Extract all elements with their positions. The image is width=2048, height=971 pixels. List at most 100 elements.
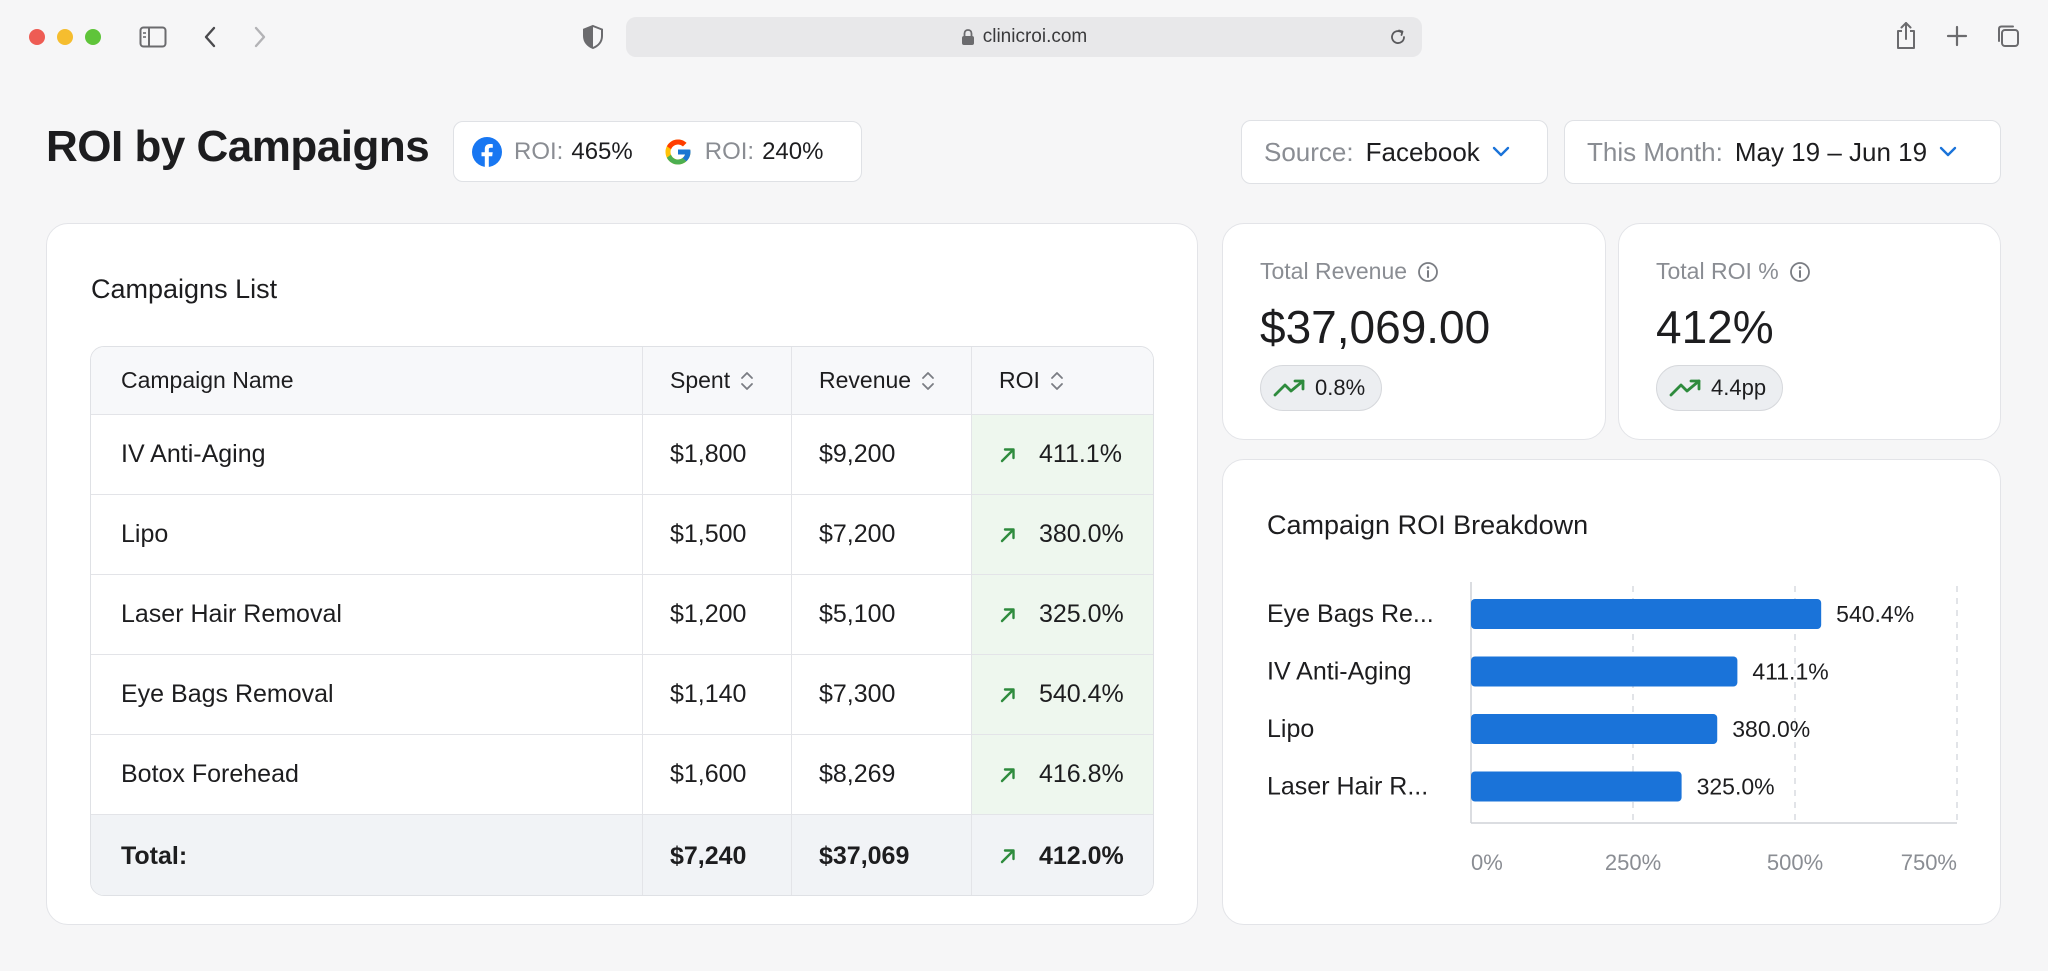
maximize-window-button[interactable] (85, 29, 101, 45)
new-tab-icon[interactable] (1944, 22, 1970, 50)
url-text: clinicroi.com (982, 26, 1088, 47)
x-tick-label: 500% (1767, 850, 1823, 875)
spent-cell: $1,140 (643, 655, 792, 734)
total-roi-value: 412% (1656, 301, 1774, 353)
roi-value: 411.1% (1039, 440, 1122, 468)
data-label: 380.0% (1732, 716, 1810, 742)
spent-cell: $1,600 (643, 735, 792, 814)
date-range-dropdown-label: This Month: (1587, 136, 1723, 167)
sort-icon[interactable] (740, 370, 754, 392)
spent-cell: $1,200 (643, 575, 792, 654)
revenue-cell: $7,300 (792, 655, 972, 734)
trending-up-icon (1273, 378, 1307, 398)
campaign-roi-breakdown-card: Campaign ROI Breakdown 0% 250% 500% 750% Eye… (1222, 459, 2001, 925)
table-row[interactable]: Laser Hair Removal $1,200 $5,100 325.0% (91, 575, 1153, 655)
trend-up-arrow-icon (999, 446, 1017, 464)
spent-cell: $1,500 (643, 495, 792, 574)
google-roi-value: 240% (762, 137, 824, 165)
revenue-cell: $7,200 (792, 495, 972, 574)
roi-cell: 540.4% (972, 655, 1153, 734)
column-header-roi[interactable]: ROI (972, 347, 1153, 414)
campaign-name-cell: Eye Bags Removal (91, 655, 643, 734)
bar (1471, 714, 1718, 744)
campaigns-list-title: Campaigns List (91, 274, 278, 304)
table-total-row: Total: $7,240 $37,069 412.0% (91, 815, 1153, 895)
total-roi-label: Total ROI % (1656, 258, 1811, 285)
total-revenue-cell: $37,069 (792, 815, 972, 895)
table-header-row: Campaign Name Spent Revenue ROI (91, 347, 1153, 415)
table-row[interactable]: Lipo $1,500 $7,200 380.0% (91, 495, 1153, 575)
reload-icon[interactable] (1388, 27, 1408, 47)
roi-value: 540.4% (1039, 680, 1124, 708)
trend-up-arrow-icon (999, 766, 1017, 784)
close-window-button[interactable] (29, 29, 45, 45)
page-title: ROI by Campaigns (46, 122, 430, 171)
data-label: 411.1% (1752, 659, 1828, 685)
column-header-revenue[interactable]: Revenue (792, 347, 972, 414)
date-range-dropdown[interactable]: This Month: May 19 – Jun 19 (1564, 120, 2001, 184)
sort-icon[interactable] (1050, 370, 1064, 392)
trending-up-icon (1669, 378, 1703, 398)
roi-summary-pill: ROI: 465% ROI: 240% (453, 121, 862, 182)
minimize-window-button[interactable] (57, 29, 73, 45)
lock-icon (961, 28, 975, 46)
table-row[interactable]: Botox Forehead $1,600 $8,269 416.8% (91, 735, 1153, 815)
roi-value: 416.8% (1039, 760, 1124, 788)
roi-cell: 325.0% (972, 575, 1153, 654)
roi-bar-chart: 0% 250% 500% 750% Eye Bags Re... 540.4% IV Ant… (1267, 582, 1958, 875)
roi-value: 380.0% (1039, 520, 1124, 548)
campaigns-table: Campaign Name Spent Revenue ROI IV Anti-… (90, 346, 1154, 896)
data-label: 540.4% (1836, 601, 1914, 627)
roi-cell: 380.0% (972, 495, 1153, 574)
total-roi-cell: 412.0% (972, 815, 1153, 895)
source-dropdown-label: Source: (1264, 136, 1354, 167)
google-icon (663, 137, 693, 167)
info-icon[interactable] (1789, 261, 1811, 283)
column-header-campaign-name[interactable]: Campaign Name (91, 347, 643, 414)
facebook-roi-label: ROI: (514, 137, 564, 165)
campaign-name-cell: Botox Forehead (91, 735, 643, 814)
trend-up-arrow-icon (999, 526, 1017, 544)
category-label: Eye Bags Re... (1267, 600, 1434, 628)
chevron-down-icon (1492, 146, 1510, 158)
share-icon[interactable] (1892, 20, 1920, 52)
roi-cell: 411.1% (972, 415, 1153, 494)
total-revenue-label: Total Revenue (1260, 258, 1439, 285)
column-header-spent[interactable]: Spent (643, 347, 792, 414)
spent-cell: $1,800 (643, 415, 792, 494)
trend-up-arrow-icon (999, 606, 1017, 624)
total-roi-value: 412.0% (1039, 841, 1124, 870)
facebook-roi-value: 465% (571, 137, 633, 165)
sidebar-toggle-icon[interactable] (137, 22, 169, 52)
google-roi-label: ROI: (704, 137, 755, 165)
trend-up-arrow-icon (999, 847, 1017, 865)
revenue-trend-value: 0.8% (1315, 375, 1366, 400)
total-spent-cell: $7,240 (643, 815, 792, 895)
source-dropdown-value: Facebook (1365, 136, 1480, 167)
total-revenue-value: $37,069.00 (1260, 301, 1491, 353)
x-tick-label: 250% (1605, 850, 1661, 875)
total-label-cell: Total: (91, 815, 643, 895)
table-row[interactable]: IV Anti-Aging $1,800 $9,200 411.1% (91, 415, 1153, 495)
chevron-down-icon (1939, 146, 1957, 158)
roi-value: 325.0% (1039, 600, 1124, 628)
browser-toolbar: clinicroi.com (0, 0, 2048, 74)
campaign-name-cell: Lipo (91, 495, 643, 574)
info-icon[interactable] (1417, 261, 1439, 283)
facebook-icon (472, 136, 502, 167)
chart-title: Campaign ROI Breakdown (1267, 510, 1589, 540)
data-label: 325.0% (1697, 774, 1775, 800)
table-row[interactable]: Eye Bags Removal $1,140 $7,300 540.4% (91, 655, 1153, 735)
x-tick-label: 750% (1901, 850, 1957, 875)
source-dropdown[interactable]: Source: Facebook (1241, 120, 1548, 184)
sort-icon[interactable] (921, 370, 935, 392)
campaigns-list-card: Campaigns List Campaign Name Spent Reven… (46, 223, 1198, 925)
roi-trend-badge: 4.4pp (1656, 365, 1784, 411)
x-tick-label: 0% (1471, 850, 1503, 875)
forward-icon[interactable] (249, 24, 271, 50)
back-icon[interactable] (199, 24, 221, 50)
address-bar[interactable]: clinicroi.com (626, 17, 1422, 57)
tab-overview-icon[interactable] (1993, 21, 2023, 51)
privacy-shield-icon[interactable] (580, 23, 606, 51)
revenue-cell: $8,269 (792, 735, 972, 814)
